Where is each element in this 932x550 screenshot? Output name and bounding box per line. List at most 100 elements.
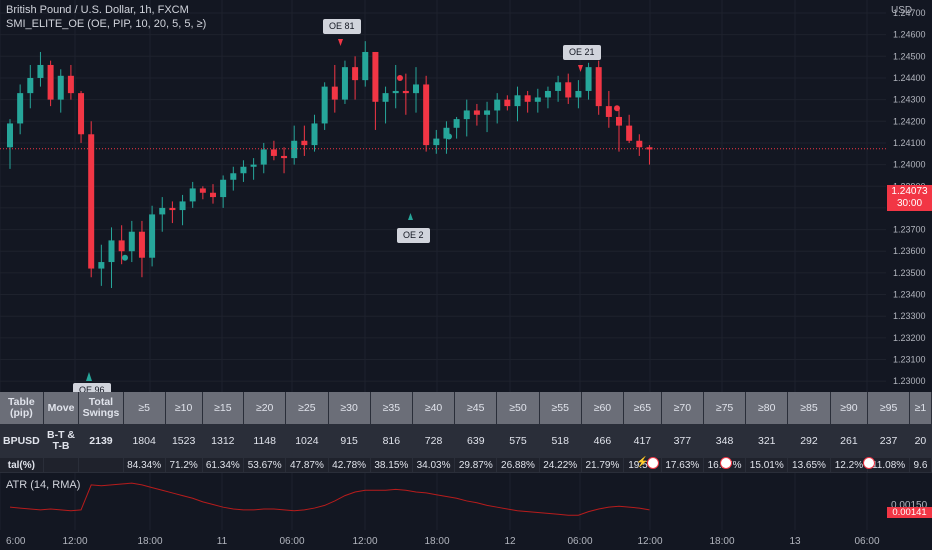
table-cell: 84.34% xyxy=(123,457,166,473)
atr-value-tag: 0.00141 xyxy=(887,507,932,518)
table-cell: 15.01% xyxy=(745,457,789,473)
candle-body xyxy=(544,90,551,98)
table-cell: 17.63% xyxy=(661,457,704,473)
candle-body xyxy=(646,147,653,150)
table-cell: Table (pip) xyxy=(0,392,44,425)
table-cell: 518 xyxy=(539,424,582,458)
table-cell: 816 xyxy=(370,424,413,458)
table-cell: ≥45 xyxy=(454,392,498,425)
table-cell: tal(%) xyxy=(0,457,44,473)
candle-body xyxy=(220,179,227,198)
price-tick-label: 1.23300 xyxy=(893,311,926,321)
candle-body xyxy=(250,164,257,167)
oe-marker-21: OE 21 xyxy=(563,45,601,60)
candle-body xyxy=(453,119,460,128)
economic-event-icon[interactable] xyxy=(720,457,732,469)
candle-body xyxy=(433,138,440,146)
candle-body xyxy=(463,110,470,120)
candle-body xyxy=(311,123,318,146)
candle-body xyxy=(595,67,602,107)
candle-body xyxy=(494,99,501,111)
time-axis-label: 13 xyxy=(789,536,801,547)
candle-body xyxy=(504,99,511,107)
price-tick-label: 1.24500 xyxy=(893,51,926,61)
candle-body xyxy=(128,231,135,252)
table-cell: 2139 xyxy=(78,424,124,458)
price-tick-label: 1.24100 xyxy=(893,138,926,148)
table-cell: 26.88% xyxy=(496,457,540,473)
candle-body xyxy=(413,84,419,94)
candle-body xyxy=(159,207,166,215)
table-cell: BPUSD xyxy=(0,424,44,458)
table-cell: 639 xyxy=(454,424,498,458)
candle-body xyxy=(575,90,582,98)
time-axis-label: 06:00 xyxy=(567,536,592,547)
candle-body xyxy=(331,86,338,100)
candle-body xyxy=(524,95,531,102)
candle-body xyxy=(189,188,196,202)
time-axis-label: 18:00 xyxy=(424,536,449,547)
signal-dot xyxy=(122,254,128,261)
candle-body xyxy=(555,82,562,91)
price-tick-label: 1.23700 xyxy=(893,225,926,235)
price-tick-label: 1.24400 xyxy=(893,73,926,83)
candle-body xyxy=(169,207,176,211)
symbol-title: British Pound / U.S. Dollar, 1h, FXCM xyxy=(6,4,189,16)
table-cell: 53.67% xyxy=(243,457,287,473)
time-axis-label: 6:00 xyxy=(6,536,26,547)
candle-body xyxy=(47,64,54,100)
candle-body xyxy=(534,97,541,102)
table-cell: Total Swings xyxy=(78,392,124,425)
candle-body xyxy=(565,82,572,98)
table-cell: 9.6 xyxy=(909,457,932,473)
bar-countdown: 30:00 xyxy=(896,198,923,209)
candle-body xyxy=(514,95,521,107)
table-cell: 12.2% xyxy=(830,457,869,473)
candle-body xyxy=(17,93,24,124)
table-cell: ≥15 xyxy=(202,392,245,425)
candle-body xyxy=(352,67,359,81)
table-cell: 915 xyxy=(328,424,371,458)
price-tick-label: 1.23000 xyxy=(893,376,926,386)
time-axis-label: 06:00 xyxy=(854,536,879,547)
indicator-title: SMI_ELITE_OE (OE, PIP, 10, 20, 5, 5, ≥) xyxy=(6,18,207,30)
candle-body xyxy=(27,77,34,94)
time-axis-label: 12:00 xyxy=(352,536,377,547)
candle-body xyxy=(108,240,115,263)
swing-stats-table: Table (pip) Move Total Swings ≥5 ≥10 ≥15 ≥20 ≥2… xyxy=(0,392,932,473)
candle-body xyxy=(372,51,379,102)
candle-body xyxy=(626,125,633,141)
time-axis-label: 18:00 xyxy=(137,536,162,547)
candle-body xyxy=(321,86,328,124)
lightning-icon[interactable]: ⚡ xyxy=(636,457,649,468)
table-cell: 11.08% xyxy=(867,457,910,473)
table-cell: 13.65% xyxy=(787,457,831,473)
current-price-tag: 1.24073 30:00 xyxy=(887,185,932,211)
table-cell: ≥55 xyxy=(539,392,582,425)
candle-body xyxy=(88,134,95,269)
table-cell: ≥30 xyxy=(328,392,371,425)
price-tick-label: 1.23600 xyxy=(893,246,926,256)
candle-body xyxy=(138,231,145,258)
table-cell: ≥80 xyxy=(745,392,789,425)
table-cell: 321 xyxy=(745,424,789,458)
economic-event-icon[interactable] xyxy=(647,457,659,469)
economic-event-icon[interactable] xyxy=(863,457,875,469)
table-cell: 47.87% xyxy=(285,457,329,473)
table-cell: 466 xyxy=(581,424,625,458)
candle-body xyxy=(301,140,308,146)
oe-marker-2: OE 2 xyxy=(397,228,430,243)
table-cell: 237 xyxy=(867,424,910,458)
candle-body xyxy=(402,90,409,94)
table-cell: 61.34% xyxy=(202,457,245,473)
candle-body xyxy=(616,116,622,126)
candle-body xyxy=(636,140,643,148)
table-cell: ≥40 xyxy=(412,392,456,425)
table-cell xyxy=(78,457,124,473)
price-tick-label: 1.24700 xyxy=(893,8,926,18)
table-cell: ≥50 xyxy=(496,392,540,425)
candle-body xyxy=(423,84,430,146)
price-tick-label: 1.23500 xyxy=(893,268,926,278)
